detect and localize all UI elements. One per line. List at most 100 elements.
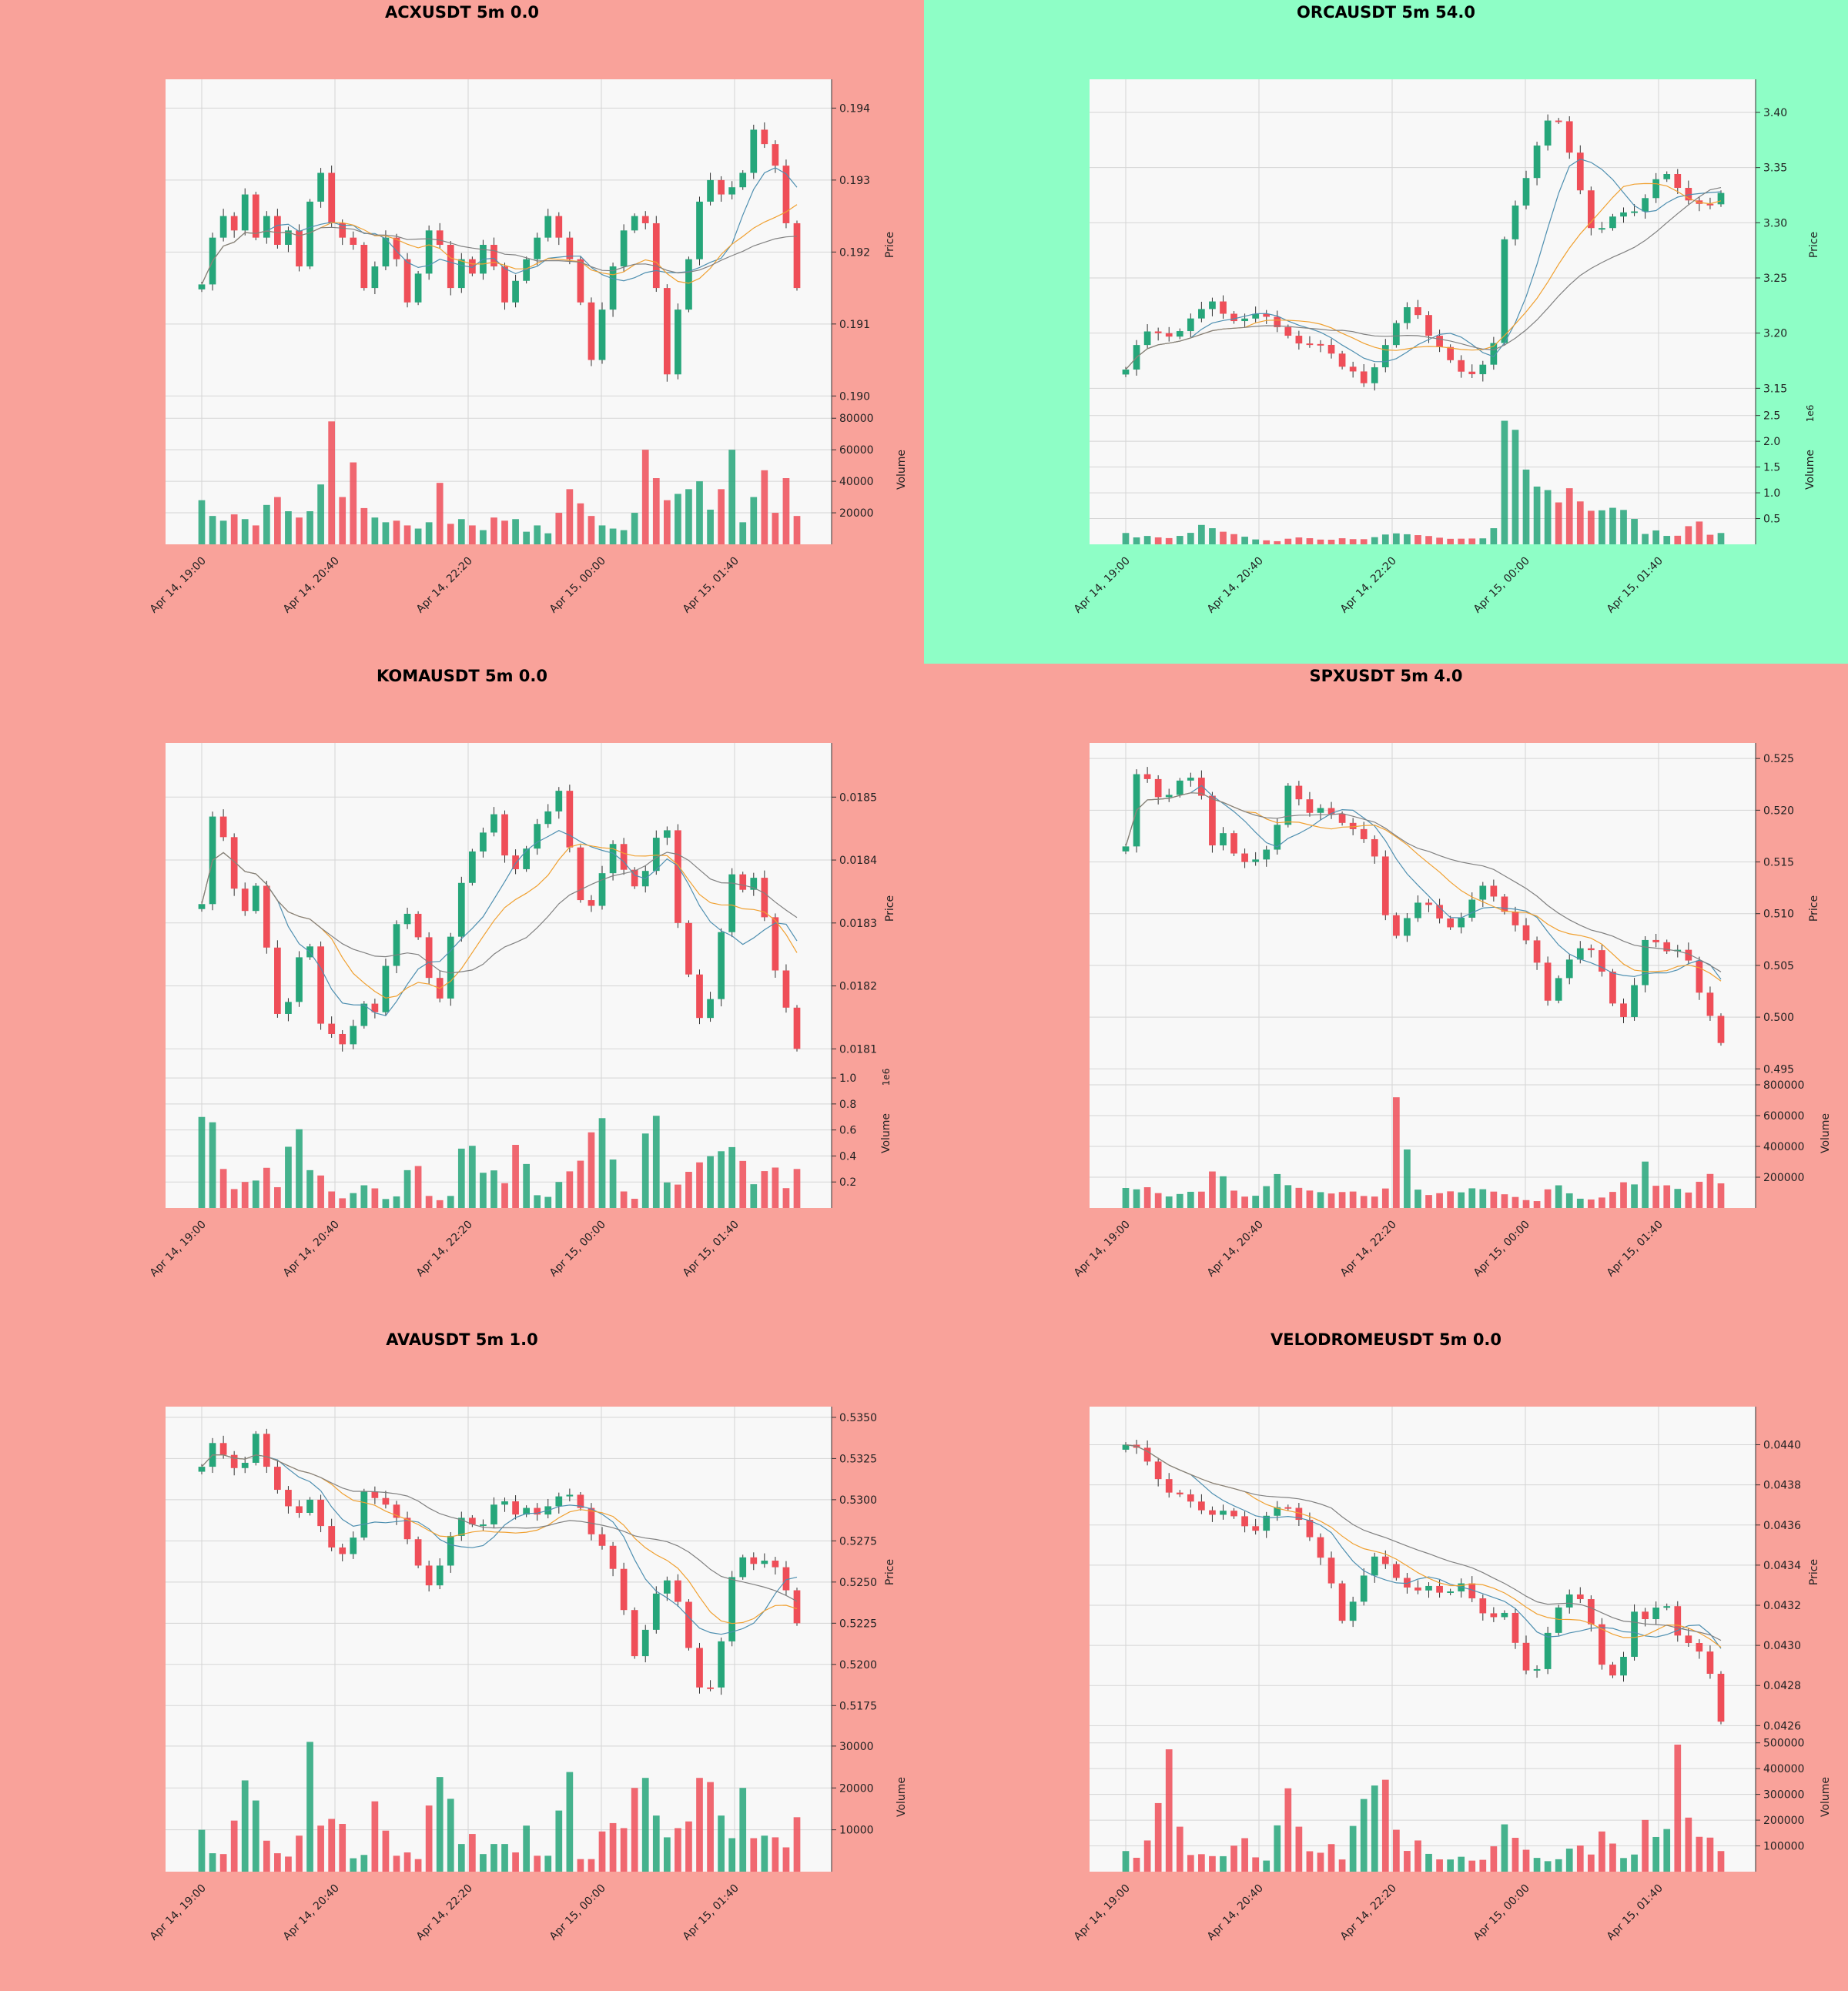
candle-body (761, 1561, 768, 1564)
volume-bar (1122, 1851, 1130, 1872)
candle-body (1468, 1583, 1476, 1598)
volume-bar (739, 1788, 747, 1872)
volume-bar (631, 1788, 638, 1872)
candle-body (1338, 814, 1346, 823)
candle-body (793, 1007, 801, 1049)
candle-body (1220, 1511, 1227, 1515)
candle-body (555, 791, 563, 811)
volume-bar (1241, 537, 1248, 544)
volume-bar (1274, 1825, 1281, 1872)
volume-bar (534, 525, 541, 544)
candle-body (501, 1501, 508, 1505)
candle-body (1360, 1575, 1368, 1602)
volume-bar (1576, 1845, 1584, 1872)
volume-tick-label: 200000 (1763, 1815, 1804, 1827)
candle-body (750, 878, 758, 890)
volume-bar (457, 1844, 465, 1872)
candle-body (1501, 896, 1508, 912)
candle-body (447, 1535, 454, 1566)
candle-body (1717, 192, 1725, 205)
volume-bar (1501, 420, 1508, 544)
ma-fast-line (1125, 1444, 1722, 1649)
candle-body (1295, 1507, 1303, 1521)
chart-panel-komausdt: KOMAUSDT 5m 0.0 Apr 14, 19:00 Apr 14, 20:… (0, 664, 924, 1327)
volume-bar (761, 1171, 768, 1208)
candle-body (1381, 856, 1389, 915)
candle-body (588, 1507, 595, 1534)
candle-body (1198, 1501, 1205, 1511)
candle-body (1522, 925, 1530, 941)
candle-body (1533, 940, 1541, 963)
volume-bar (1652, 1836, 1660, 1872)
volume-tick-label: 500000 (1763, 1738, 1804, 1750)
volume-bar (1609, 507, 1616, 544)
candle-body (793, 1590, 801, 1624)
candle-body (339, 223, 346, 238)
volume-bar (436, 1777, 444, 1872)
volume-bar (1133, 1189, 1140, 1208)
volume-bar (447, 524, 454, 544)
candle-body (1338, 353, 1346, 367)
volume-bar (772, 1837, 779, 1872)
volume-bar (1631, 1184, 1638, 1208)
candle-body (1263, 313, 1270, 317)
volume-bar (1609, 1843, 1616, 1872)
volume-bar (306, 1170, 313, 1208)
candle-body (1371, 367, 1378, 383)
volume-bar (1122, 1188, 1130, 1208)
volume-bar (1555, 502, 1562, 544)
volume-bar (1425, 1195, 1432, 1208)
volume-bar (718, 1151, 725, 1208)
x-tick-label: Apr 15, 01:40 (681, 1219, 742, 1280)
volume-bar (1404, 1851, 1411, 1872)
volume-bar (1360, 1196, 1368, 1208)
volume-bar (1663, 1185, 1671, 1208)
candle-body (469, 851, 476, 883)
candle-body (1436, 1585, 1443, 1593)
price-tick-label: 0.0184 (839, 855, 877, 867)
volume-bar (436, 1200, 444, 1208)
volume-bar (750, 497, 758, 544)
volume-bar (230, 1189, 238, 1208)
volume-bar (371, 517, 379, 544)
candlestick-chart: Apr 14, 19:00 Apr 14, 20:40 Apr 14, 22:20 A… (1072, 1407, 1832, 1943)
volume-bar (371, 1188, 379, 1208)
volume-bar (588, 1132, 595, 1208)
candle-body (1241, 318, 1248, 322)
candle-body (1220, 833, 1227, 846)
volume-bar (1565, 1193, 1573, 1208)
candle-body (1306, 799, 1314, 813)
volume-bar (1576, 1198, 1584, 1208)
volume-bar (1360, 1799, 1368, 1872)
price-tick-label: 0.0185 (839, 791, 877, 804)
candle-body (566, 237, 574, 259)
volume-bar (577, 503, 584, 544)
volume-axis-label: Volume (1804, 450, 1816, 490)
price-tick-label: 0.0434 (1763, 1560, 1801, 1572)
candle-body (1631, 211, 1638, 213)
candle-body (1717, 1016, 1725, 1043)
volume-bar (360, 507, 368, 544)
candle-body (1143, 1447, 1151, 1462)
candle-body (1717, 1673, 1725, 1722)
volume-bar (523, 1825, 530, 1872)
candle-body (263, 216, 270, 238)
candle-body (782, 166, 790, 223)
volume-bar (241, 1780, 249, 1872)
volume-bar (1587, 510, 1595, 544)
volume-bar (1479, 1859, 1487, 1872)
candle-body (1522, 1642, 1530, 1671)
volume-bar (631, 513, 638, 544)
volume-bar (1652, 1186, 1660, 1208)
plot-area (166, 743, 832, 1208)
x-tick-label: Apr 15, 01:40 (681, 1882, 742, 1943)
volume-tick-label: 0.2 (839, 1176, 856, 1189)
volume-bar (609, 528, 617, 544)
volume-bar (1176, 1193, 1183, 1208)
volume-bar (1533, 486, 1541, 544)
candle-body (1284, 785, 1292, 825)
candle-body (609, 844, 617, 874)
candle-body (1447, 1591, 1454, 1593)
candle-body (588, 900, 595, 906)
volume-bar (1122, 533, 1130, 544)
